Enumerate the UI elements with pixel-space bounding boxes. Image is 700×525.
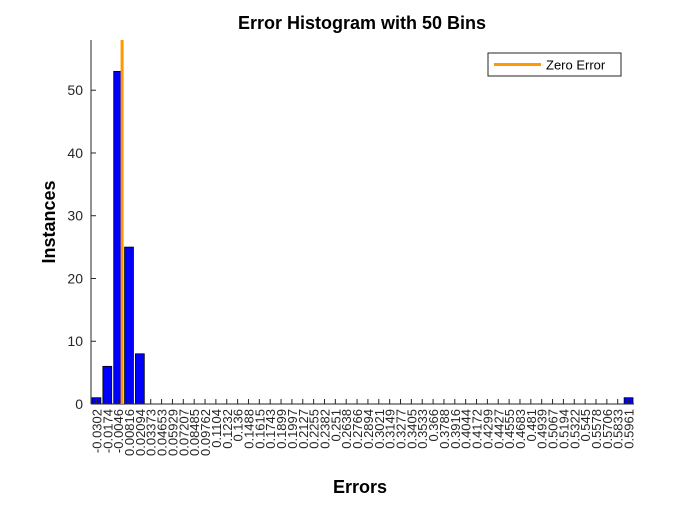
plot-area: 01020304050-0.0302-0.0174-0.00460.008160…	[67, 40, 637, 456]
x-tick-label: 0.1615	[252, 409, 267, 449]
x-tick-label: 0.5067	[546, 409, 561, 449]
x-tick-label: 0.3149	[383, 409, 398, 449]
x-tick-label: 0.4939	[535, 409, 550, 449]
x-tick-label: 0.136	[231, 409, 246, 442]
x-tick-label: 0.09762	[198, 409, 213, 456]
x-axis-label: Errors	[333, 477, 387, 497]
histogram-bar	[135, 353, 145, 405]
legend-box	[487, 52, 622, 77]
x-tick-label: 0.3021	[372, 409, 387, 449]
x-tick-label: 0.3405	[404, 409, 419, 449]
x-tick-label: 0.1743	[263, 409, 278, 449]
chart-title: Error Histogram with 50 Bins	[238, 13, 486, 33]
x-tick-label: 0.5706	[600, 409, 615, 449]
x-tick-label: 0.1232	[220, 409, 235, 449]
x-tick-label: 0.07207	[176, 409, 191, 456]
x-tick-label: 0.4427	[491, 409, 506, 449]
y-tick-label: 50	[67, 82, 83, 98]
legend: Zero Error	[487, 52, 622, 77]
histogram-bar	[124, 246, 134, 405]
x-tick-label: 0.3916	[448, 409, 463, 449]
x-tick-label: 0.5833	[611, 409, 626, 449]
x-tick-label: 0.2127	[296, 409, 311, 449]
x-tick-label: 0.2766	[350, 409, 365, 449]
x-tick-label: 0.02094	[133, 409, 148, 456]
x-tick-label: 0.4555	[502, 409, 517, 449]
x-tick-label: 0.2894	[361, 409, 376, 449]
y-tick-label: 20	[67, 270, 83, 286]
x-tick-label: 0.5578	[589, 409, 604, 449]
legend-zero-error-label: Zero Error	[546, 58, 606, 73]
x-tick-label: 0.2638	[339, 409, 354, 449]
x-tick-label: 0.2382	[317, 409, 332, 449]
x-tick-label: 0.5322	[567, 409, 582, 449]
x-tick-label: 0.5961	[622, 409, 637, 449]
x-tick-label: 0.481	[524, 409, 539, 442]
x-tick-label: 0.251	[328, 409, 343, 442]
x-tick-label: 0.04653	[155, 409, 170, 456]
x-tick-label: 0.05929	[165, 409, 180, 456]
x-tick-label: 0.3277	[394, 409, 409, 449]
histogram-bar	[102, 365, 113, 405]
y-tick-label: 10	[67, 333, 83, 349]
x-tick-label: 0.4044	[459, 409, 474, 449]
x-tick-label: -0.0174	[100, 409, 115, 453]
x-tick-label: -0.0046	[111, 409, 126, 453]
x-tick-label: 0.2255	[307, 409, 322, 449]
y-tick-label: 0	[75, 396, 83, 412]
x-tick-label: 0.1899	[274, 409, 289, 449]
x-tick-label: -0.0302	[89, 409, 104, 453]
x-tick-label: 0.1488	[241, 409, 256, 449]
y-tick-label: 30	[67, 208, 83, 224]
x-tick-label: 0.08485	[187, 409, 202, 456]
x-tick-label: 0.1104	[209, 409, 224, 448]
x-tick-label: 0.4683	[513, 409, 528, 449]
x-tick-label: 0.3533	[415, 409, 430, 449]
x-tick-label: 0.5194	[556, 409, 571, 449]
x-tick-label: 0.4172	[470, 409, 485, 449]
y-axis-label: Instances	[39, 180, 59, 263]
y-tick-label: 40	[67, 145, 83, 161]
x-tick-label: 0.1997	[285, 409, 300, 449]
x-tick-label: 0.366	[426, 409, 441, 442]
x-tick-label: 0.00816	[122, 409, 137, 456]
x-tick-label: 0.4299	[480, 409, 495, 449]
x-tick-label: 0.545	[578, 409, 593, 442]
x-tick-label: 0.03373	[144, 409, 159, 456]
x-tick-label: 0.3788	[437, 409, 452, 449]
